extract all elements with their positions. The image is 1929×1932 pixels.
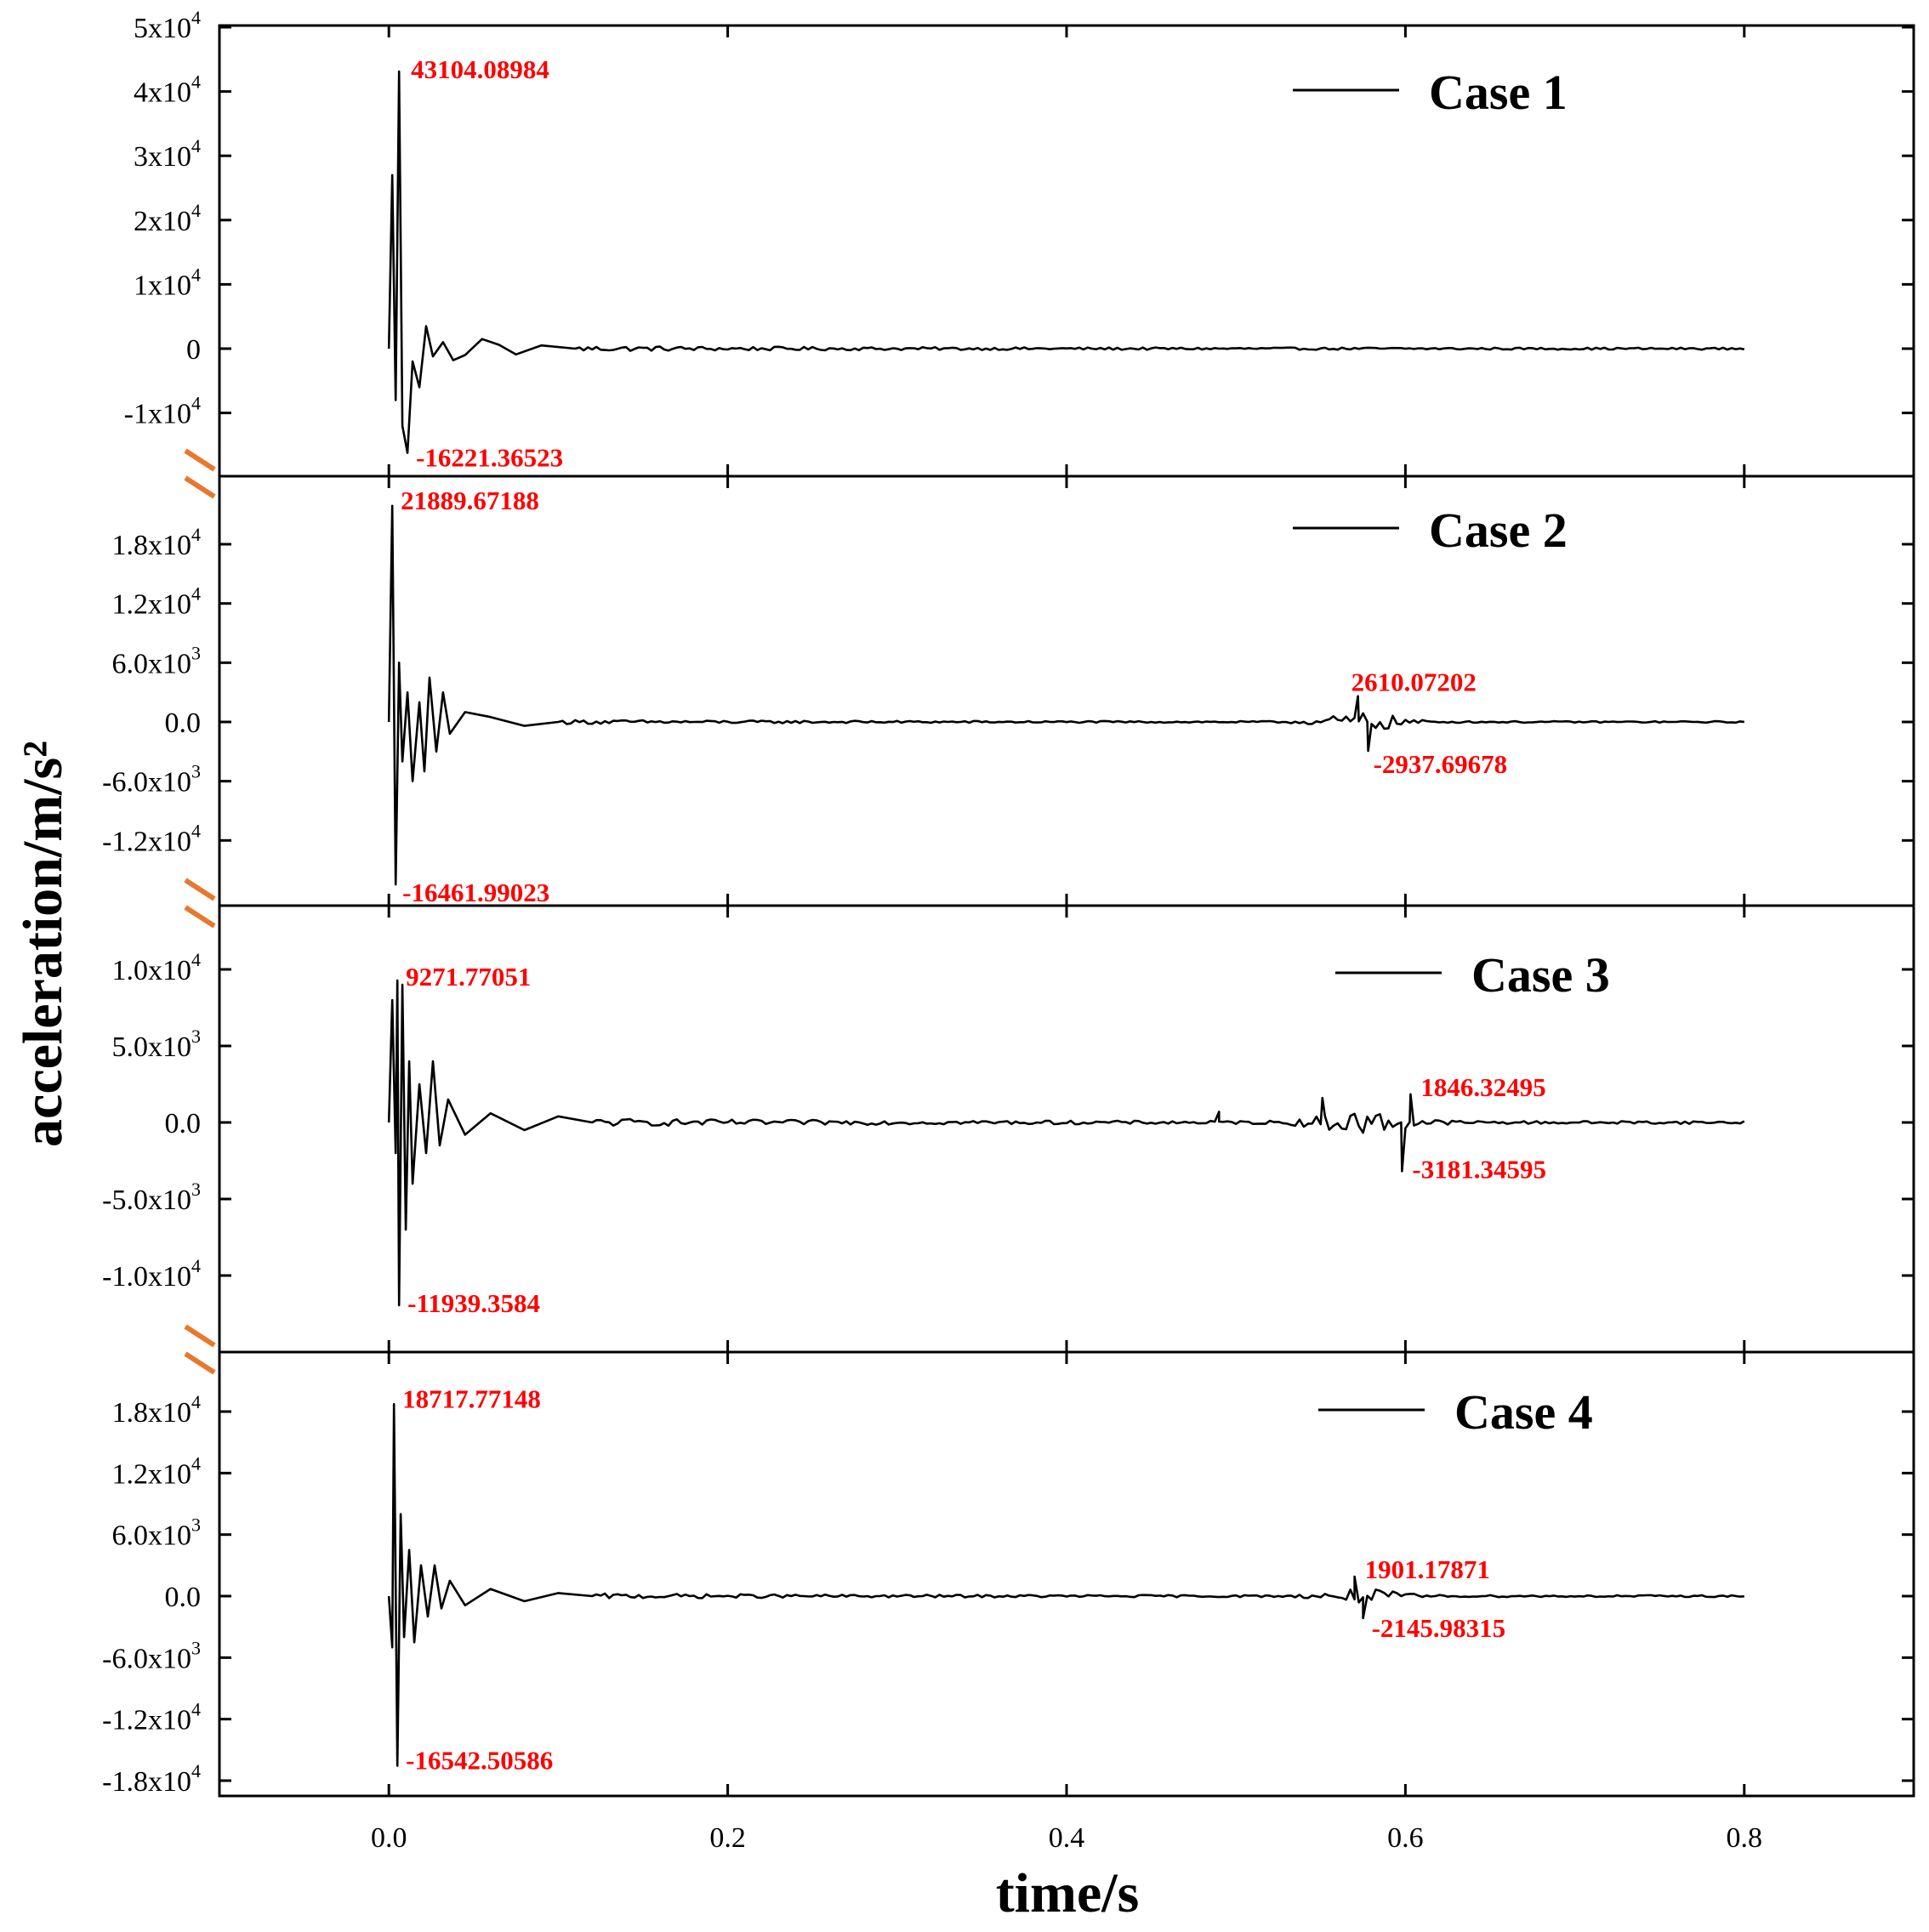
y-tick-label: -1.2x104 (102, 820, 201, 857)
data-label: -2145.98315 (1372, 1613, 1506, 1643)
y-tick-label: 5.0x103 (112, 1026, 202, 1063)
x-tick-label: 0.8 (1727, 1822, 1763, 1854)
data-label: 21889.67188 (401, 486, 539, 515)
y-tick-label: -1x104 (124, 393, 201, 430)
axis-break-mark (184, 1324, 216, 1375)
y-axis-title: acceleration/m/s² (12, 741, 74, 1147)
x-tick-label: 0.4 (1049, 1822, 1085, 1854)
y-tick-label: -1.0x104 (102, 1255, 201, 1293)
y-tick-label: 1.8x104 (112, 1391, 202, 1429)
y-tick-label: 6.0x103 (112, 1514, 202, 1552)
data-label: -2937.69678 (1374, 749, 1508, 779)
data-label: 2610.07202 (1351, 668, 1477, 697)
y-tick-label: 1.2x104 (112, 1452, 202, 1490)
panel-2: 1.8x104 1.2x104 6.0x103 0.0 -6.0x103 -1.2x104… (102, 474, 1915, 929)
data-label: 1846.32495 (1420, 1072, 1545, 1102)
data-label: 1901.17871 (1365, 1554, 1490, 1584)
x-tick-label: 0.6 (1387, 1822, 1424, 1854)
y-tick-label: 5x104 (134, 7, 201, 44)
x-tick-label: 0.2 (709, 1822, 746, 1854)
series-line-2 (387, 504, 1744, 886)
y-tick-label: -5.0x103 (102, 1179, 201, 1216)
y-tick-label: -6.0x103 (102, 761, 201, 798)
data-label: -16221.36523 (416, 443, 563, 473)
y-tick-label: 1.8x104 (112, 524, 202, 561)
y-tick-label: 0.0 (165, 707, 202, 739)
panel-frame (218, 24, 1915, 478)
legend-label: Case 4 (1454, 1384, 1593, 1440)
x-axis-title: time/s (996, 1862, 1140, 1924)
y-tick-label: -6.0x103 (102, 1637, 201, 1674)
data-label: 9271.77051 (406, 962, 531, 992)
y-tick-label: 1.2x104 (112, 583, 202, 621)
y-tick-label: 4x104 (134, 71, 201, 109)
panel-frame (218, 1350, 1915, 1798)
legend-label: Case 3 (1471, 947, 1610, 1003)
data-label: 43104.08984 (411, 54, 549, 84)
x-tick-label: 0.0 (371, 1822, 407, 1854)
y-tick-label: 0 (186, 334, 201, 366)
panel-frame (218, 474, 1915, 907)
legend-label: Case 2 (1429, 503, 1568, 558)
y-tick-label: 3x104 (134, 135, 201, 173)
axis-break-mark (184, 448, 216, 499)
data-label: 18717.77148 (402, 1384, 541, 1413)
legend-label: Case 1 (1429, 65, 1568, 120)
data-label: -16461.99023 (402, 878, 549, 907)
y-tick-label: -1.2x104 (102, 1699, 201, 1736)
panel-4: 1.8x104 1.2x104 6.0x103 0.0 -6.0x103 -1.2x104… (102, 1350, 1915, 1798)
data-label: -3181.34595 (1412, 1154, 1546, 1184)
y-tick-label: 0.0 (165, 1108, 202, 1139)
series-line-1 (387, 70, 1745, 454)
data-label: -16542.50586 (406, 1745, 553, 1775)
panel-1: 5x104 4x104 3x104 2x104 1x104 0 -1x104 Case 1 43… (124, 7, 1915, 499)
data-label: -11939.3584 (407, 1288, 540, 1318)
y-tick-label: 6.0x103 (112, 642, 202, 679)
y-tick-label: 1.0x104 (112, 949, 202, 986)
series-line-3 (387, 979, 1745, 1307)
y-tick-label: 1x104 (134, 264, 201, 301)
panel-3: 1.0x104 5.0x103 0.0 -5.0x103 -1.0x104 Case 3 9… (102, 904, 1915, 1375)
y-tick-label: -1.8x104 (102, 1760, 201, 1798)
y-tick-label: 2x104 (134, 200, 201, 237)
y-tick-label: 0.0 (165, 1582, 202, 1613)
series-line-4 (387, 1403, 1744, 1767)
x-axis: 0.0 0.2 0.4 0.6 0.8 (371, 1822, 1762, 1854)
chart-panels: 5x104 4x104 3x104 2x104 1x104 0 -1x104 Case 1 43… (102, 7, 1915, 1798)
axis-break-mark (184, 878, 216, 929)
